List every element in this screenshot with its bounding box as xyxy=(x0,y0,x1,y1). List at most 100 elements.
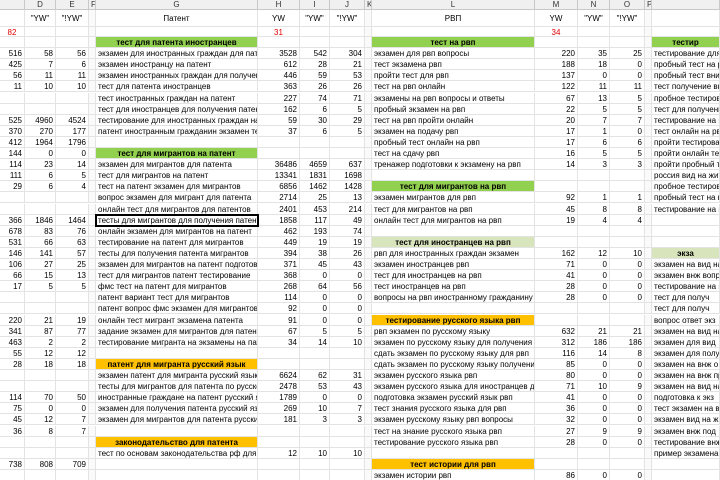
spacer-cell xyxy=(645,425,652,437)
number-cell: 10 xyxy=(300,403,330,415)
number-cell xyxy=(535,225,578,237)
column-letter: K xyxy=(365,0,372,10)
spacer-cell xyxy=(365,381,372,393)
number-cell: 50 xyxy=(56,392,89,404)
number-cell: 66 xyxy=(25,236,56,248)
flag-cell xyxy=(89,27,96,37)
spacer-cell xyxy=(645,314,652,326)
number-cell: 370 xyxy=(0,125,25,137)
number-cell: 34 xyxy=(258,336,300,348)
spacer-cell xyxy=(365,37,372,49)
spacer-cell xyxy=(89,214,96,226)
number-cell: 425 xyxy=(0,59,25,71)
spacer-cell xyxy=(645,447,652,459)
number-cell: 394 xyxy=(258,247,300,259)
keyword-cell: подготовка к экз xyxy=(652,392,720,404)
keyword-cell: экзамен для мигрантов для патента русски… xyxy=(96,414,258,426)
number-cell: 83 xyxy=(25,225,56,237)
number-cell: 19 xyxy=(535,214,578,226)
number-cell: 0 xyxy=(578,392,610,404)
keyword-cell: тест на сдачу рвп xyxy=(372,148,535,160)
number-cell xyxy=(258,436,300,448)
keyword-cell: тесты для мигрантов для патента по русск… xyxy=(96,381,258,393)
keyword-cell: экзамен на вид на xyxy=(652,381,720,393)
number-cell: 162 xyxy=(535,247,578,259)
number-cell: 2478 xyxy=(258,381,300,393)
flag-cell xyxy=(330,27,365,37)
number-cell: 74 xyxy=(330,225,365,237)
spacer-cell xyxy=(645,125,652,137)
spacer-cell xyxy=(365,92,372,104)
column-letter: G xyxy=(96,0,258,10)
column-header: "YW" xyxy=(578,10,610,27)
number-cell: 45 xyxy=(300,259,330,271)
number-cell: 21 xyxy=(578,325,610,337)
number-cell: 41 xyxy=(535,270,578,282)
keyword-cell: пройти пробный т xyxy=(652,159,720,171)
number-cell: 117 xyxy=(300,214,330,226)
flag-cell xyxy=(365,27,372,37)
spacer-cell xyxy=(645,292,652,304)
number-cell xyxy=(25,103,56,115)
number-cell xyxy=(56,370,89,382)
number-cell: 56 xyxy=(56,48,89,60)
spacer-cell xyxy=(89,303,96,315)
number-cell xyxy=(610,314,645,326)
number-cell xyxy=(578,225,610,237)
number-cell: 22 xyxy=(535,103,578,115)
number-cell: 14 xyxy=(300,336,330,348)
keyword-cell xyxy=(372,225,535,237)
column-letter xyxy=(0,0,25,10)
number-cell: 0 xyxy=(300,303,330,315)
number-cell: 71 xyxy=(330,92,365,104)
column-header: "!YW" xyxy=(56,10,89,27)
number-cell xyxy=(300,148,330,160)
number-cell: 5 xyxy=(330,103,365,115)
number-cell: 181 xyxy=(258,414,300,426)
keyword-cell: пробный тест на в xyxy=(652,192,720,204)
number-cell: 0 xyxy=(610,392,645,404)
number-cell: 13 xyxy=(578,92,610,104)
keyword-cell: тест для патента иностранцев xyxy=(96,81,258,93)
number-cell: 43 xyxy=(330,259,365,271)
keyword-cell: тест на знание русского языка рвп xyxy=(372,425,535,437)
number-cell: 141 xyxy=(25,247,56,259)
number-cell xyxy=(300,347,330,359)
number-cell: 0 xyxy=(56,148,89,160)
keyword-cell: пробный экзамен на рвп xyxy=(372,103,535,115)
keyword-cell: онлайн тест для мигрантов на рвп xyxy=(372,214,535,226)
spacer-cell xyxy=(365,403,372,415)
number-cell xyxy=(258,358,300,370)
number-cell xyxy=(25,37,56,49)
number-cell: 75 xyxy=(0,403,25,415)
keyword-cell: онлайн экзамен для мигрантов на патент xyxy=(96,225,258,237)
number-cell: 1858 xyxy=(258,214,300,226)
number-cell: 114 xyxy=(258,292,300,304)
number-cell xyxy=(300,469,330,480)
column-letter: I xyxy=(300,0,330,10)
column-header: "YW" xyxy=(25,10,56,27)
number-cell xyxy=(258,37,300,49)
number-cell: 19 xyxy=(56,314,89,326)
number-cell: 146 xyxy=(0,247,25,259)
number-cell: 63 xyxy=(56,236,89,248)
number-cell xyxy=(578,458,610,470)
number-cell: 4 xyxy=(578,214,610,226)
section-header: патент для мигранта русский язык xyxy=(96,358,258,370)
number-cell: 5 xyxy=(330,325,365,337)
spacer-cell xyxy=(365,247,372,259)
number-cell: 17 xyxy=(0,281,25,293)
number-cell: 4960 xyxy=(25,114,56,126)
column-letter: P xyxy=(645,0,652,10)
number-cell: 0 xyxy=(578,281,610,293)
keyword-cell xyxy=(652,469,720,480)
number-cell: 80 xyxy=(535,370,578,382)
number-cell: 12 xyxy=(258,447,300,459)
keyword-cell: тест экзамен на вн xyxy=(652,403,720,415)
number-cell: 0 xyxy=(25,403,56,415)
number-cell: 0 xyxy=(578,259,610,271)
keyword-cell: тестирование мигранта на экзамены на пат… xyxy=(96,336,258,348)
spacer-cell xyxy=(89,103,96,115)
number-cell xyxy=(578,181,610,193)
